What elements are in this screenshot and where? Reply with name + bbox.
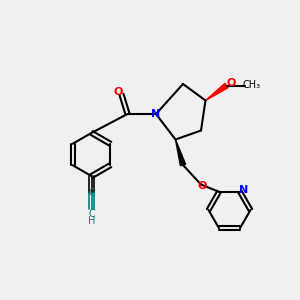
Text: CH₃: CH₃ <box>243 80 261 91</box>
Text: C: C <box>88 188 95 198</box>
Polygon shape <box>176 140 186 166</box>
Polygon shape <box>206 83 228 100</box>
Text: N: N <box>239 185 248 195</box>
Text: O: O <box>113 86 123 97</box>
Text: O: O <box>226 77 236 88</box>
Text: O: O <box>198 181 207 191</box>
Text: N: N <box>152 109 160 119</box>
Text: C: C <box>88 208 95 219</box>
Text: H: H <box>88 215 95 226</box>
